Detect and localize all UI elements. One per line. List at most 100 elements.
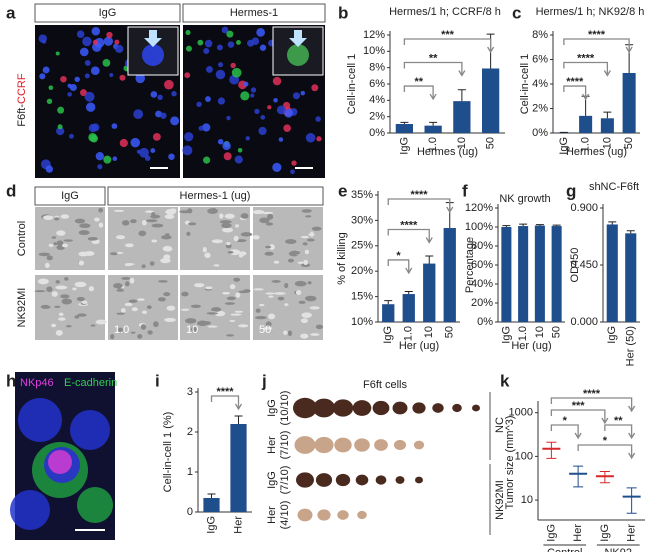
significance-label: * bbox=[603, 435, 608, 447]
tumor bbox=[452, 403, 462, 413]
error-bar bbox=[552, 224, 561, 227]
cell bbox=[129, 277, 135, 284]
cell bbox=[203, 156, 211, 164]
cell bbox=[164, 79, 174, 90]
cell bbox=[267, 105, 272, 110]
cell bbox=[160, 112, 167, 119]
tumor bbox=[374, 439, 388, 451]
cell bbox=[74, 281, 87, 288]
cell bbox=[42, 215, 54, 220]
panel-title: F6ft cells bbox=[363, 379, 408, 391]
row-label: F6ft-CCRF bbox=[16, 73, 28, 126]
cell bbox=[254, 315, 267, 320]
cell bbox=[140, 324, 147, 330]
error-bar bbox=[626, 230, 635, 234]
cell bbox=[315, 116, 321, 122]
cell bbox=[253, 288, 264, 291]
tumor bbox=[472, 404, 480, 412]
cell bbox=[116, 312, 126, 315]
cell bbox=[197, 39, 204, 46]
cell bbox=[168, 153, 175, 160]
row-label-prefix: F6ft- bbox=[16, 104, 28, 127]
bar bbox=[625, 233, 637, 322]
cell bbox=[184, 132, 194, 142]
error-bar bbox=[400, 121, 409, 125]
cell bbox=[231, 67, 242, 78]
cell bbox=[78, 230, 90, 236]
tumor bbox=[312, 398, 336, 418]
cell bbox=[276, 105, 286, 115]
cell bbox=[77, 487, 113, 523]
y-tick-label: 0 bbox=[187, 506, 193, 518]
cell bbox=[205, 286, 213, 290]
cell bbox=[265, 245, 272, 249]
cell bbox=[283, 330, 288, 335]
cell bbox=[82, 36, 92, 47]
cell bbox=[70, 410, 110, 450]
tumor bbox=[372, 400, 390, 416]
cell bbox=[88, 123, 98, 133]
cell bbox=[115, 44, 124, 53]
x-tick-label: 10 bbox=[456, 137, 468, 149]
inset-cell bbox=[287, 44, 309, 66]
cell bbox=[227, 41, 235, 48]
header-box bbox=[34, 186, 106, 206]
bar bbox=[551, 226, 562, 322]
y-tick-label: 8% bbox=[369, 62, 385, 74]
cell bbox=[114, 39, 120, 45]
cell bbox=[116, 289, 125, 292]
cell bbox=[307, 281, 312, 285]
y-tick-label: 0.450 bbox=[570, 259, 598, 271]
bar bbox=[402, 294, 415, 322]
cell bbox=[164, 317, 176, 323]
cell bbox=[205, 65, 213, 73]
significance-bracket bbox=[387, 259, 413, 275]
tumor bbox=[293, 397, 317, 419]
cell bbox=[204, 39, 213, 48]
y-tick-label: 30% bbox=[351, 214, 373, 226]
column-label: Hermes-1 (ug) bbox=[180, 190, 251, 202]
cell bbox=[141, 264, 146, 269]
significance-bracket bbox=[387, 198, 454, 214]
cell bbox=[103, 155, 112, 164]
cell bbox=[302, 242, 308, 246]
cell bbox=[150, 91, 158, 98]
cell bbox=[160, 258, 171, 264]
error-bar bbox=[502, 225, 511, 227]
cell bbox=[233, 277, 241, 282]
cell bbox=[74, 218, 86, 224]
cell bbox=[130, 219, 137, 224]
cell bbox=[139, 147, 149, 158]
cell bbox=[207, 325, 218, 328]
cell bbox=[51, 291, 58, 297]
arrow bbox=[289, 30, 307, 47]
panel-label: b bbox=[338, 3, 348, 22]
cell bbox=[44, 262, 50, 269]
cell bbox=[230, 62, 236, 69]
cell bbox=[74, 76, 80, 83]
panel-label: k bbox=[500, 371, 510, 390]
cell bbox=[202, 246, 207, 253]
y-tick-label: 40% bbox=[471, 278, 493, 290]
cell bbox=[128, 299, 138, 303]
cell bbox=[243, 289, 251, 293]
cell bbox=[316, 136, 322, 142]
tumor bbox=[315, 473, 333, 487]
x-tick-label: 1.0 bbox=[403, 326, 415, 341]
bar bbox=[453, 101, 471, 133]
cell bbox=[291, 160, 297, 166]
cell bbox=[196, 101, 202, 108]
cell bbox=[188, 222, 197, 226]
cell bbox=[219, 220, 232, 224]
x-tick-label: Her bbox=[232, 516, 244, 534]
cell bbox=[141, 219, 147, 226]
cell bbox=[137, 298, 145, 301]
y-tick-label: 100% bbox=[465, 221, 493, 233]
cell bbox=[34, 290, 46, 293]
stain-label: NKp46 bbox=[20, 377, 54, 389]
cell bbox=[250, 87, 257, 93]
panel-label: d bbox=[6, 181, 16, 200]
error-bar bbox=[457, 89, 466, 102]
cell bbox=[287, 258, 294, 263]
cell bbox=[262, 327, 273, 330]
